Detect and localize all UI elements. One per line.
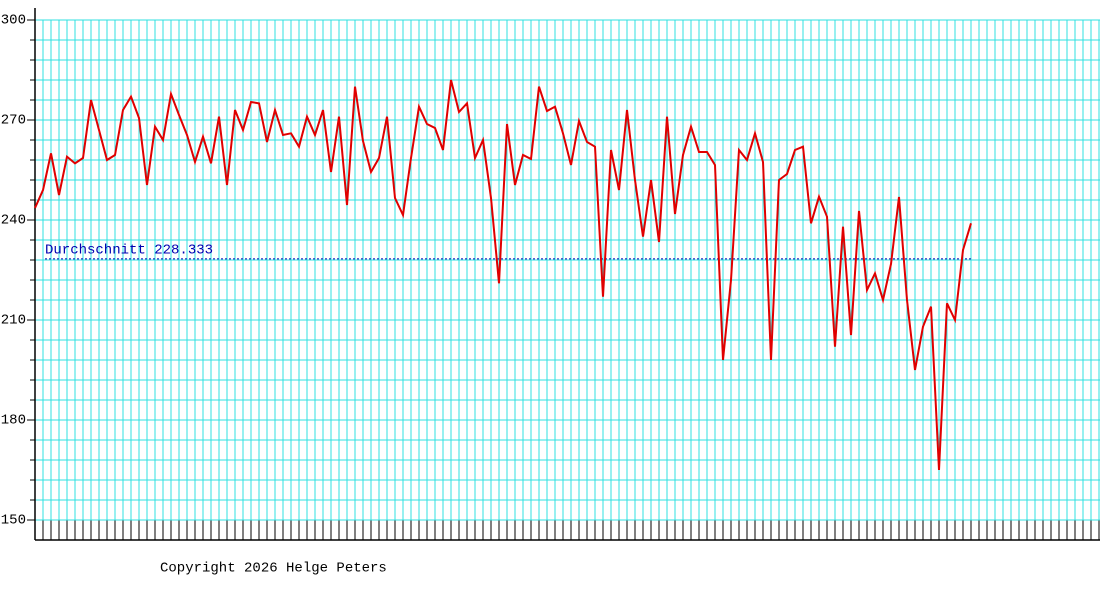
y-tick-label: 240	[1, 213, 26, 229]
y-tick-label: 180	[1, 413, 26, 429]
y-tick-label: 300	[1, 13, 26, 29]
footer: Copyright 2026 Helge Peters	[160, 561, 387, 577]
average-label: Durchschnitt 228.333	[45, 243, 213, 259]
y-tick-label: 210	[1, 313, 26, 329]
y-tick-label: 270	[1, 113, 26, 129]
y-tick-label: 150	[1, 513, 26, 529]
data-line	[34, 79, 972, 471]
